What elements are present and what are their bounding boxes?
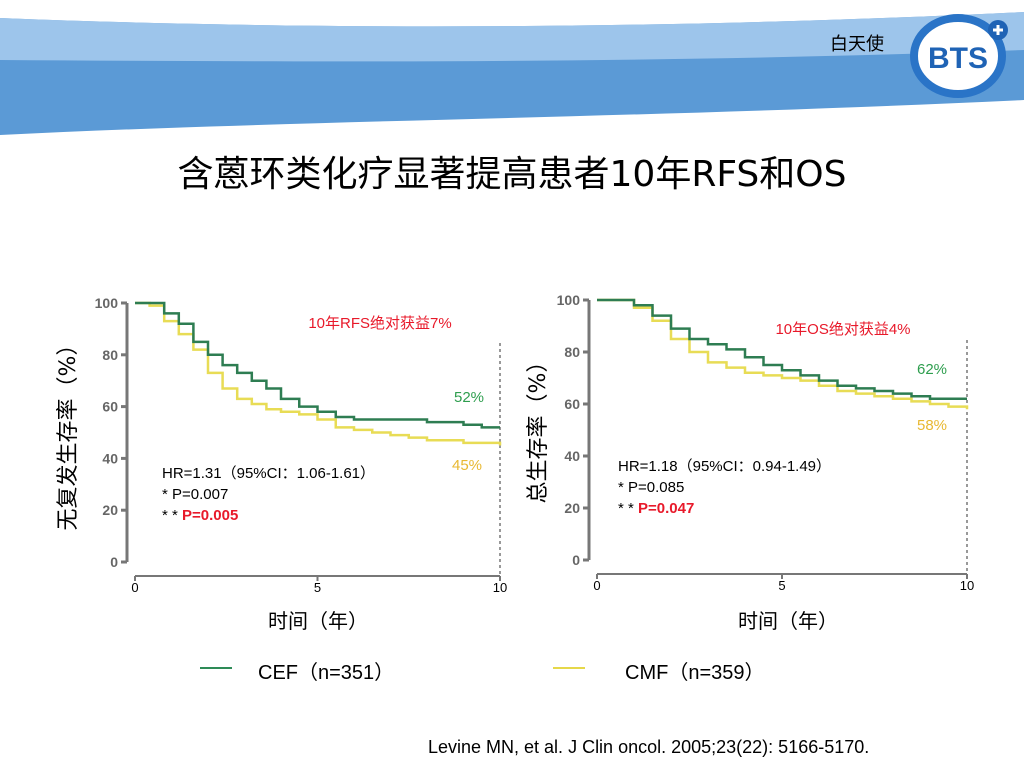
y-axis-label: 总生存率（%） <box>526 351 551 504</box>
y-tick-label: 100 <box>95 295 119 311</box>
slide-title: 含蒽环类化疗显著提高患者10年RFS和OS <box>177 154 847 195</box>
end-label-cmf: 58% <box>917 417 947 434</box>
bts-logo: BTS <box>910 14 1008 98</box>
end-label-cmf: 45% <box>452 457 482 474</box>
stats-line: * P=0.007 <box>162 486 228 503</box>
x-axis-label: 时间（年） <box>268 609 368 633</box>
end-label-cef: 52% <box>454 389 484 406</box>
x-tick-label: 0 <box>593 578 600 593</box>
x-tick-label: 0 <box>131 580 138 595</box>
legend-label-cmf: CMF（n=359） <box>625 662 765 684</box>
x-tick-label: 10 <box>960 578 974 593</box>
benefit-annotation: 10年RFS绝对获益7% <box>308 315 451 332</box>
stats-emphasis: P=0.005 <box>182 507 238 524</box>
y-tick-label: 60 <box>564 396 580 412</box>
citation: Levine MN, et al. J Clin oncol. 2005;23(… <box>428 737 870 757</box>
series-line-cef <box>597 298 967 401</box>
y-tick-label: 40 <box>102 450 118 466</box>
series-line-cef <box>135 301 500 429</box>
y-axis-label: 无复发生存率（%） <box>56 334 81 531</box>
legend-swatch-cef <box>200 667 232 669</box>
stats-line: * * P=0.005 <box>162 507 238 524</box>
y-tick-label: 100 <box>557 292 581 308</box>
x-tick-label: 5 <box>314 580 321 595</box>
y-tick-label: 60 <box>102 399 118 415</box>
header-band <box>0 12 1024 135</box>
x-tick-label: 10 <box>493 580 507 595</box>
brand-text: 白天使 <box>830 34 884 55</box>
stats-emphasis: P=0.047 <box>638 500 694 517</box>
x-tick-label: 5 <box>778 578 785 593</box>
x-axis-label: 时间（年） <box>738 609 838 633</box>
benefit-annotation: 10年OS绝对获益4% <box>775 321 910 338</box>
stats-line: * P=0.085 <box>618 479 684 496</box>
y-tick-label: 0 <box>110 554 118 570</box>
series-line-cmf <box>597 298 969 410</box>
logo-text: BTS <box>928 42 988 75</box>
end-label-cef: 62% <box>917 361 947 378</box>
legend-swatch-cmf <box>553 667 585 669</box>
stats-line: * * P=0.047 <box>618 500 694 517</box>
y-tick-label: 40 <box>564 448 580 464</box>
chart-1: 0 20 40 60 80 100 0 5 10 52% 45% 10年RFS绝对获益7% HR=1.3… <box>56 295 507 633</box>
y-tick-label: 0 <box>572 552 580 568</box>
y-tick-label: 20 <box>564 500 580 516</box>
stats-line: HR=1.31（95%CI：1.06-1.61） <box>162 465 375 482</box>
stats-line: HR=1.18（95%CI：0.94-1.49） <box>618 458 831 475</box>
chart-2: 0 20 40 60 80 100 0 5 10 62% 58% 10年OS绝对获益4% HR=1.18… <box>526 292 974 633</box>
y-tick-label: 80 <box>564 344 580 360</box>
y-tick-label: 80 <box>102 347 118 363</box>
y-tick-label: 20 <box>102 502 118 518</box>
legend-label-cef: CEF（n=351） <box>258 662 395 684</box>
